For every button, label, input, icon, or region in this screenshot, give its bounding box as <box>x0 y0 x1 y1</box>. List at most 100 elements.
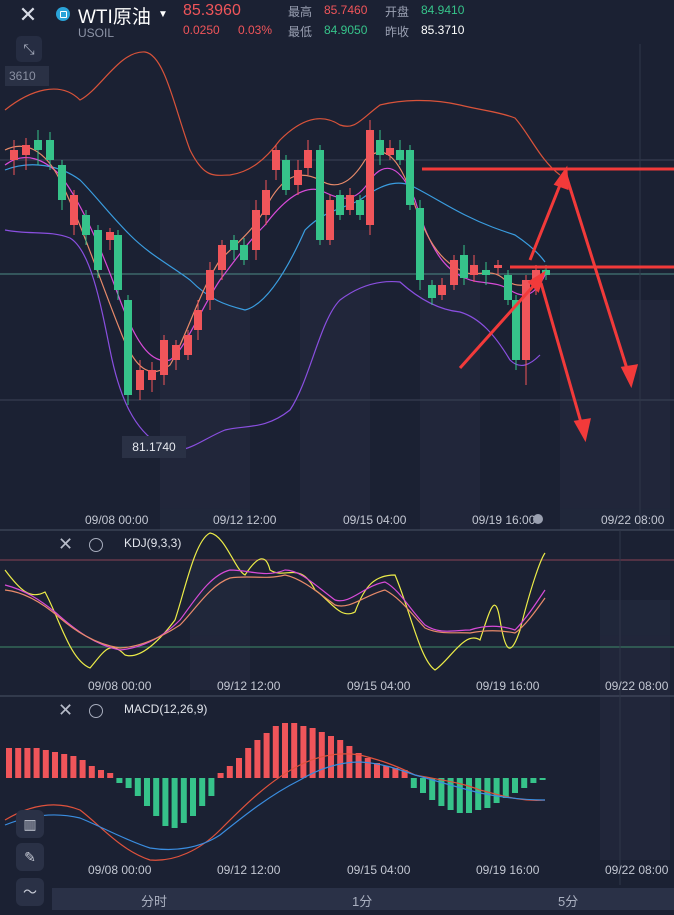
macd-bar <box>291 723 298 778</box>
kdj-time-label: 09/15 04:00 <box>347 679 411 693</box>
timeframe-5min[interactable]: 5分 <box>558 894 579 909</box>
candle-body <box>70 195 78 225</box>
candle-body <box>282 160 290 190</box>
candle-body <box>512 300 520 360</box>
macd-bar <box>401 770 408 778</box>
candle-body <box>160 340 168 375</box>
macd-bar <box>272 726 279 778</box>
candle-body <box>184 335 192 355</box>
candle-body <box>240 245 248 260</box>
candle-body <box>46 140 54 160</box>
candle-body <box>316 150 324 240</box>
price-axis-tag: 3610 <box>5 66 49 86</box>
symbol-dropdown-icon[interactable]: ▼ <box>158 9 168 20</box>
close-kdj-icon[interactable]: ✕ <box>58 534 74 554</box>
candle-body <box>428 285 436 298</box>
macd-bar <box>116 778 123 783</box>
candle-body <box>366 130 374 225</box>
kdj-time-label: 09/22 08:00 <box>605 679 669 693</box>
kdj-time-label: 09/08 00:00 <box>88 679 152 693</box>
candle-body <box>148 370 156 380</box>
main-time-label: 09/08 00:00 <box>85 513 149 527</box>
macd-bar <box>162 778 169 826</box>
price-change: 0.0250 <box>183 23 220 37</box>
macd-bar <box>88 766 95 778</box>
kdj-label: KDJ(9,3,3) <box>124 536 182 550</box>
macd-bar <box>217 773 224 778</box>
prev-close-value: 85.3710 <box>421 23 465 37</box>
macd-time-label: 09/12 12:00 <box>217 863 281 877</box>
kdj-lines <box>4 532 546 671</box>
candle-body <box>10 150 18 160</box>
main-time-label: 09/19 16:00 <box>472 513 536 527</box>
open-value: 84.9410 <box>421 3 465 17</box>
kdj-settings-icon[interactable] <box>89 538 103 552</box>
candle-body <box>356 200 364 215</box>
macd-bar <box>236 758 242 778</box>
candle-body <box>218 245 226 270</box>
candle-body <box>416 208 424 280</box>
macd-bar <box>355 753 362 778</box>
candle-body <box>136 370 144 390</box>
macd-bar <box>24 748 31 778</box>
candle-body <box>482 270 490 275</box>
candle-body <box>326 200 334 240</box>
main-time-label: 09/12 12:00 <box>213 513 277 527</box>
candle-body <box>94 230 102 270</box>
candle-body <box>194 310 202 330</box>
candlestick-tool-icon[interactable]: ▥ <box>16 810 44 838</box>
macd-lines <box>4 753 546 861</box>
crosshair-handle[interactable] <box>533 514 543 524</box>
macd-bar <box>410 778 417 788</box>
macd-bar <box>328 736 334 778</box>
trend-annotations <box>422 165 674 443</box>
draw-tool-icon[interactable]: ✎ <box>16 843 44 871</box>
candle-body <box>304 150 312 168</box>
candle-body <box>376 140 384 155</box>
macd-bar <box>15 748 22 778</box>
macd-bar <box>208 778 215 796</box>
macd-bar <box>263 733 270 778</box>
line-chart-tool-icon[interactable]: 〜 <box>16 878 44 906</box>
macd-bar <box>530 778 537 783</box>
candle-body <box>470 265 478 275</box>
macd-bar <box>420 778 426 793</box>
macd-bar <box>512 778 518 793</box>
macd-bar <box>309 728 316 778</box>
low-value: 84.9050 <box>324 23 368 37</box>
candle-body <box>450 260 458 285</box>
last-price: 85.3960 <box>183 2 241 19</box>
candle-body <box>34 140 42 150</box>
macd-bar <box>180 778 187 823</box>
macd-bar <box>300 726 307 778</box>
timeframe-bar: 分时 1分 5分 <box>52 888 674 910</box>
candle-body <box>406 150 414 205</box>
macd-bar <box>98 770 104 778</box>
collapse-icon[interactable]: ⤡ <box>16 36 42 62</box>
macd-bar <box>171 778 178 828</box>
close-icon[interactable]: ✕ <box>18 2 38 27</box>
macd-histogram <box>6 723 546 828</box>
close-macd-icon[interactable]: ✕ <box>58 700 74 720</box>
candle-body <box>262 190 270 215</box>
symbol-name[interactable]: WTI原油 <box>78 7 151 28</box>
instrument-icon <box>56 7 70 21</box>
high-label: 最高 <box>288 5 313 19</box>
candle-body <box>206 270 214 300</box>
macd-time-label: 09/15 04:00 <box>347 863 411 877</box>
macd-settings-icon[interactable] <box>89 704 103 718</box>
candle-body <box>396 150 404 160</box>
timeframe-1min[interactable]: 1分 <box>352 894 373 909</box>
candle-body <box>460 255 468 278</box>
macd-bar <box>6 748 12 778</box>
macd-bar <box>318 732 325 778</box>
macd-bar <box>79 760 86 778</box>
macd-bar <box>282 723 288 778</box>
macd-time-label: 09/19 16:00 <box>476 863 540 877</box>
kdj-time-label: 09/12 12:00 <box>217 679 281 693</box>
macd-bar <box>447 778 454 810</box>
main-grid <box>0 44 674 885</box>
quote-header: ✕ WTI原油 ▼ USOIL 85.3960 0.0250 0.03% 最高 … <box>0 0 674 44</box>
timeframe-tick[interactable]: 分时 <box>141 894 168 909</box>
